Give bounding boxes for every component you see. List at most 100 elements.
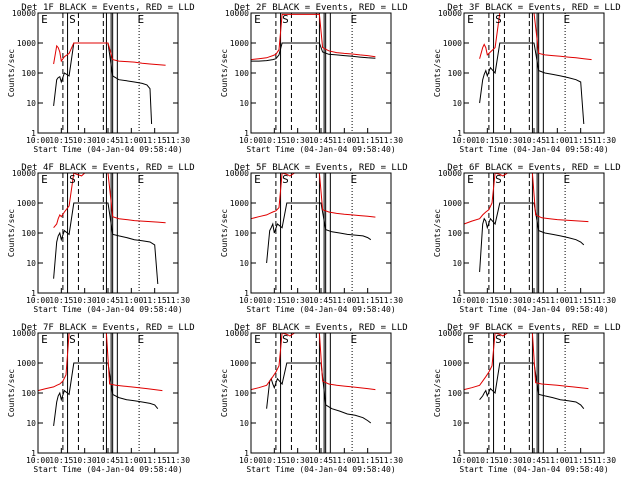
x-tick-label: 11:15 xyxy=(356,456,380,465)
x-tick-label: 10:00 xyxy=(452,456,476,465)
x-tick-label: 11:00 xyxy=(119,296,143,305)
x-tick-label: 10:45 xyxy=(96,456,120,465)
x-tick-label: 11:15 xyxy=(569,456,593,465)
marker-letter: E xyxy=(41,333,48,346)
marker-letter: E xyxy=(138,333,145,346)
x-tick-label: 11:30 xyxy=(166,456,190,465)
y-tick-label: 10 xyxy=(26,99,36,108)
x-tick-label: 10:15 xyxy=(49,296,73,305)
y-axis-label: Counts/sec xyxy=(7,369,16,417)
series-line xyxy=(251,42,376,62)
marker-letter: S xyxy=(69,333,76,346)
x-tick-label: 10:45 xyxy=(96,136,120,145)
y-tick-label: 10000 xyxy=(225,9,249,18)
series-line xyxy=(53,42,166,66)
x-tick-label: 10:15 xyxy=(49,136,73,145)
x-tick-label: 11:00 xyxy=(545,296,569,305)
marker-letter: S xyxy=(495,13,502,26)
y-tick-label: 10 xyxy=(26,419,36,428)
y-tick-label: 100 xyxy=(448,229,463,238)
y-tick-label: 1 xyxy=(31,449,36,458)
marker-letter: E xyxy=(564,13,571,26)
marker-letter: S xyxy=(282,13,289,26)
plot-frame xyxy=(37,12,179,134)
y-tick-label: 10000 xyxy=(12,9,36,18)
chart-title: Det 9F BLACK = Events, RED = LLD xyxy=(447,323,620,333)
x-tick-label: 10:30 xyxy=(499,456,523,465)
x-axis-label: Start Time (04-Jan-04 09:58:40) xyxy=(246,145,395,154)
marker-letter: E xyxy=(351,333,358,346)
series-line xyxy=(266,202,372,264)
y-tick-label: 10000 xyxy=(225,169,249,178)
y-tick-label: 10 xyxy=(452,99,462,108)
y-axis-label: Counts/sec xyxy=(433,369,442,417)
series-line xyxy=(479,202,585,273)
marker-letter: E xyxy=(564,173,571,186)
marker-letter: E xyxy=(138,13,145,26)
y-tick-label: 100 xyxy=(448,69,463,78)
y-axis-label: Counts/sec xyxy=(433,49,442,97)
x-tick-label: 10:15 xyxy=(262,456,286,465)
y-tick-label: 10000 xyxy=(12,329,36,338)
x-axis-label: Start Time (04-Jan-04 09:58:40) xyxy=(33,465,182,474)
x-tick-label: 10:30 xyxy=(286,296,310,305)
x-tick-label: 10:45 xyxy=(96,296,120,305)
marker-letter: S xyxy=(69,13,76,26)
x-tick-label: 11:30 xyxy=(166,136,190,145)
y-tick-label: 10000 xyxy=(438,169,462,178)
x-tick-label: 10:00 xyxy=(452,296,476,305)
x-tick-label: 10:15 xyxy=(262,136,286,145)
y-axis-label: Counts/sec xyxy=(7,209,16,257)
y-tick-label: 1000 xyxy=(443,359,462,368)
x-axis-label: Start Time (04-Jan-04 09:58:40) xyxy=(246,465,395,474)
x-tick-label: 11:15 xyxy=(569,296,593,305)
chart-title: Det 6F BLACK = Events, RED = LLD xyxy=(447,163,620,173)
y-axis-label: Counts/sec xyxy=(220,369,229,417)
series-line xyxy=(53,202,159,285)
marker-letter: E xyxy=(138,173,145,186)
marker-letter: E xyxy=(254,13,261,26)
x-tick-label: 10:30 xyxy=(499,296,523,305)
x-tick-label: 11:00 xyxy=(545,136,569,145)
series-line xyxy=(479,362,585,410)
x-tick-label: 11:30 xyxy=(592,136,616,145)
y-axis-label: Counts/sec xyxy=(433,209,442,257)
x-axis-label: Start Time (04-Jan-04 09:58:40) xyxy=(459,305,608,314)
y-tick-label: 1 xyxy=(31,129,36,138)
y-tick-label: 1000 xyxy=(17,39,36,48)
y-tick-label: 100 xyxy=(448,389,463,398)
y-tick-label: 10 xyxy=(452,259,462,268)
x-tick-label: 11:15 xyxy=(356,296,380,305)
chart-title: Det 2F BLACK = Events, RED = LLD xyxy=(234,3,407,13)
marker-letter: E xyxy=(41,13,48,26)
x-tick-label: 10:00 xyxy=(239,136,263,145)
x-tick-label: 10:45 xyxy=(522,296,546,305)
y-tick-label: 10000 xyxy=(225,329,249,338)
y-tick-label: 1 xyxy=(457,449,462,458)
x-tick-label: 10:00 xyxy=(452,136,476,145)
x-axis-label: Start Time (04-Jan-04 09:58:40) xyxy=(33,305,182,314)
y-tick-label: 1 xyxy=(457,289,462,298)
chart-title: Det 7F BLACK = Events, RED = LLD xyxy=(21,323,194,333)
x-tick-label: 10:45 xyxy=(309,136,333,145)
x-tick-label: 10:30 xyxy=(73,456,97,465)
x-tick-label: 11:15 xyxy=(143,296,167,305)
y-tick-label: 10000 xyxy=(12,169,36,178)
y-tick-label: 1000 xyxy=(230,199,249,208)
x-tick-label: 10:15 xyxy=(475,136,499,145)
x-tick-label: 11:30 xyxy=(592,456,616,465)
marker-letter: E xyxy=(467,333,474,346)
y-tick-label: 1 xyxy=(244,129,249,138)
x-tick-label: 10:30 xyxy=(73,296,97,305)
y-tick-label: 100 xyxy=(235,389,250,398)
chart-title: Det 3F BLACK = Events, RED = LLD xyxy=(447,3,620,13)
marker-letter: S xyxy=(282,173,289,186)
y-axis-label: Counts/sec xyxy=(7,49,16,97)
x-tick-label: 11:30 xyxy=(379,296,403,305)
